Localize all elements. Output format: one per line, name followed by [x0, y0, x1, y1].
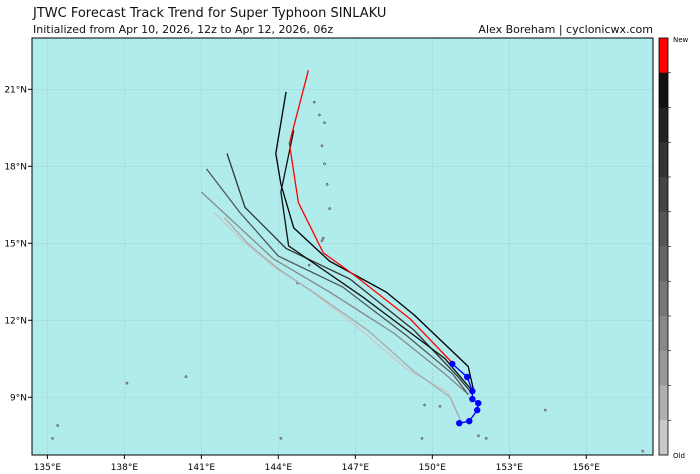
- colorbar-segment: [659, 211, 668, 247]
- island: [307, 263, 311, 267]
- island: [543, 408, 547, 412]
- colorbar-segment: [659, 177, 668, 213]
- lat-tick-label: 18°N: [4, 162, 27, 172]
- colorbar-label-new: New: [673, 36, 689, 44]
- island: [51, 436, 54, 440]
- lat-tick-label: 21°N: [4, 85, 27, 95]
- island: [323, 121, 326, 125]
- figure-subtitle: Initialized from Apr 10, 2026, 12z to Ap…: [33, 23, 334, 36]
- observed-position-dot: [469, 387, 476, 395]
- island: [320, 144, 324, 148]
- ocean-background: [32, 38, 653, 455]
- island: [477, 434, 480, 438]
- island: [420, 436, 424, 440]
- forecast-track-line: [288, 70, 453, 364]
- colorbar-segment: [659, 316, 668, 352]
- island: [312, 100, 316, 104]
- observed-position-dot: [466, 417, 473, 425]
- lon-tick-label: 150°E: [419, 463, 447, 473]
- lon-tick-label: 135°E: [34, 463, 62, 473]
- observed-position-dot: [456, 419, 463, 427]
- lat-tick-label: 9°N: [10, 393, 27, 403]
- island: [125, 381, 129, 385]
- observed-position-dot: [449, 360, 456, 368]
- colorbar-frame: [658, 37, 669, 456]
- colorbar-segment: [659, 281, 668, 317]
- island: [56, 424, 60, 427]
- island: [318, 113, 321, 117]
- colorbar-segment: [659, 38, 668, 74]
- observed-position-dot: [475, 399, 482, 407]
- forecast-track-line: [226, 153, 472, 393]
- island: [321, 236, 325, 240]
- lon-tick-label: 156°E: [573, 463, 601, 473]
- colorbar-segment: [659, 420, 668, 456]
- forecast-track-line: [213, 212, 459, 416]
- forecast-track-line: [275, 91, 475, 390]
- island: [484, 436, 488, 440]
- island: [423, 403, 426, 407]
- lon-tick-label: 153°E: [496, 463, 524, 473]
- colorbar-segment: [659, 350, 668, 386]
- observed-position-dot: [464, 373, 471, 381]
- colorbar-segment: [659, 385, 668, 421]
- forecast-track-line: [205, 168, 469, 396]
- colorbar-segment: [659, 107, 668, 143]
- lon-tick-label: 144°E: [265, 463, 293, 473]
- colorbar-segment: [659, 142, 668, 178]
- lat-tick-label: 15°N: [4, 239, 27, 249]
- island: [323, 162, 326, 166]
- forecast-track-line: [223, 217, 462, 421]
- observed-position-dot: [474, 406, 481, 414]
- island: [438, 404, 442, 408]
- map-frame: [31, 37, 654, 456]
- observed-position-dot: [469, 395, 476, 403]
- colorbar-segment: [659, 246, 668, 282]
- figure-title: JTWC Forecast Track Trend for Super Typh…: [33, 6, 387, 21]
- lon-tick-label: 147°E: [342, 463, 370, 473]
- island: [325, 182, 329, 186]
- lon-tick-label: 141°E: [188, 463, 216, 473]
- colorbar-segment: [659, 72, 668, 108]
- colorbar-label-old: Old: [673, 452, 685, 460]
- credit-text: Alex Boreham | cyclonicwx.com: [478, 23, 653, 36]
- lat-tick-label: 12°N: [4, 316, 27, 326]
- island: [184, 375, 188, 379]
- lon-tick-label: 138°E: [111, 463, 139, 473]
- island: [320, 239, 324, 243]
- island: [328, 207, 332, 210]
- island: [641, 449, 645, 453]
- forecast-track-line: [200, 191, 467, 393]
- island: [279, 436, 283, 440]
